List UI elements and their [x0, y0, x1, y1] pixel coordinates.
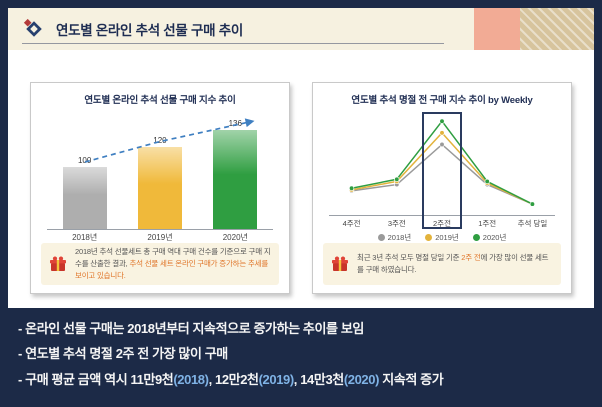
bar-2020 — [213, 130, 258, 229]
bar-value-label: 120 — [153, 135, 167, 145]
legend-item-2019: 2019년 — [425, 232, 459, 243]
line-chart-area: 4주전 3주전 2주전 1주전 추석 당일 — [323, 112, 561, 229]
bar-x-axis: 2018년 2019년 2020년 — [47, 232, 273, 243]
legend-label: 2018년 — [387, 233, 412, 242]
x-label-dday: 추석 당일 — [517, 219, 548, 228]
bar-cell-2018: 100 — [47, 112, 122, 229]
legend-label: 2020년 — [482, 233, 507, 242]
x-label-week4: 4주전 — [342, 219, 361, 228]
bar-note-text: 2018년 추석 선물세트 총 구매 역대 구매 건수를 기준으로 구매 지수를… — [75, 247, 271, 280]
x-label-2018: 2018년 — [72, 232, 98, 242]
bar-chart-note: 2018년 추석 선물세트 총 구매 역대 구매 건수를 기준으로 구매 지수를… — [41, 242, 279, 285]
title-underline — [22, 43, 444, 44]
legend-item-2020: 2020년 — [472, 232, 507, 243]
gift-icon — [50, 256, 66, 271]
gift-icon — [332, 256, 348, 271]
line-chart — [329, 112, 555, 216]
bar-cell-2019: 120 — [122, 112, 197, 229]
x-label-week1: 1주전 — [478, 219, 497, 228]
line-note-text: 최근 3년 추석 모두 명절 당일 기준 2주 전에 가장 많이 선물 세트를 … — [357, 253, 549, 274]
bar-chart-title: 연도별 온라인 추석 선물 구매 지수 추이 — [84, 95, 236, 106]
content-area: 연도별 온라인 추석 선물 구매 지수 추이 100 120 136 2018년… — [8, 50, 594, 308]
legend-dot — [377, 234, 385, 241]
line-chart-note: 최근 3년 추석 모두 명절 당일 기준 2주 전에 가장 많이 선물 세트를 … — [323, 243, 561, 285]
header-bar: 연도별 온라인 추석 선물 구매 추이 — [8, 8, 594, 50]
x-label-week3: 3주전 — [387, 219, 406, 228]
bullet-1: - 온라인 선물 구매는 2018년부터 지속적으로 증가하는 추이를 보임 — [18, 321, 364, 336]
logo-diamond-icon — [22, 17, 46, 41]
legend-dot — [472, 234, 480, 241]
bar-cell-2020: 136 — [198, 112, 273, 229]
line-chart-panel: 연도별 추석 명절 전 구매 지수 추이 by Weekly 4주전 3주전 2… — [312, 82, 572, 294]
x-label-2019: 2019년 — [147, 232, 173, 242]
bar-value-label: 136 — [228, 119, 242, 129]
bar-chart-panel: 연도별 온라인 추석 선물 구매 지수 추이 100 120 136 2018년… — [30, 82, 290, 294]
bullet-2: - 연도별 추석 명절 2주 전 가장 많이 구매 — [18, 346, 228, 362]
bullet-3: - 구매 평균 금액 역시 11만9천(2018), 12만2천(2019), … — [18, 371, 444, 387]
bar-value-label: 100 — [77, 156, 92, 166]
summary-bullets: - 온라인 선물 구매는 2018년부터 지속적으로 증가하는 추이를 보임 -… — [18, 321, 592, 397]
deco-pattern-block — [520, 8, 594, 50]
line-chart-svg — [348, 118, 536, 207]
x-label-2020: 2020년 — [222, 232, 248, 242]
header-decoration — [474, 8, 594, 50]
deco-pink-block — [474, 8, 520, 50]
x-label-week2: 2주전 — [433, 219, 451, 228]
line-x-axis: 4주전 3주전 2주전 1주전 추석 당일 — [329, 218, 555, 229]
bar-chart: 100 120 136 — [47, 112, 273, 230]
bar-2018 — [62, 167, 107, 229]
slide-title: 연도별 온라인 추석 선물 구매 추이 — [56, 23, 243, 38]
legend-dot — [425, 234, 433, 241]
legend: 2018년 2019년 2020년 — [323, 232, 561, 243]
legend-label: 2019년 — [435, 233, 459, 242]
line-chart-title: 연도별 추석 명절 전 구매 지수 추이 by Weekly — [351, 95, 533, 106]
bar-2019 — [137, 146, 182, 229]
legend-item-2018: 2018년 — [377, 232, 412, 243]
